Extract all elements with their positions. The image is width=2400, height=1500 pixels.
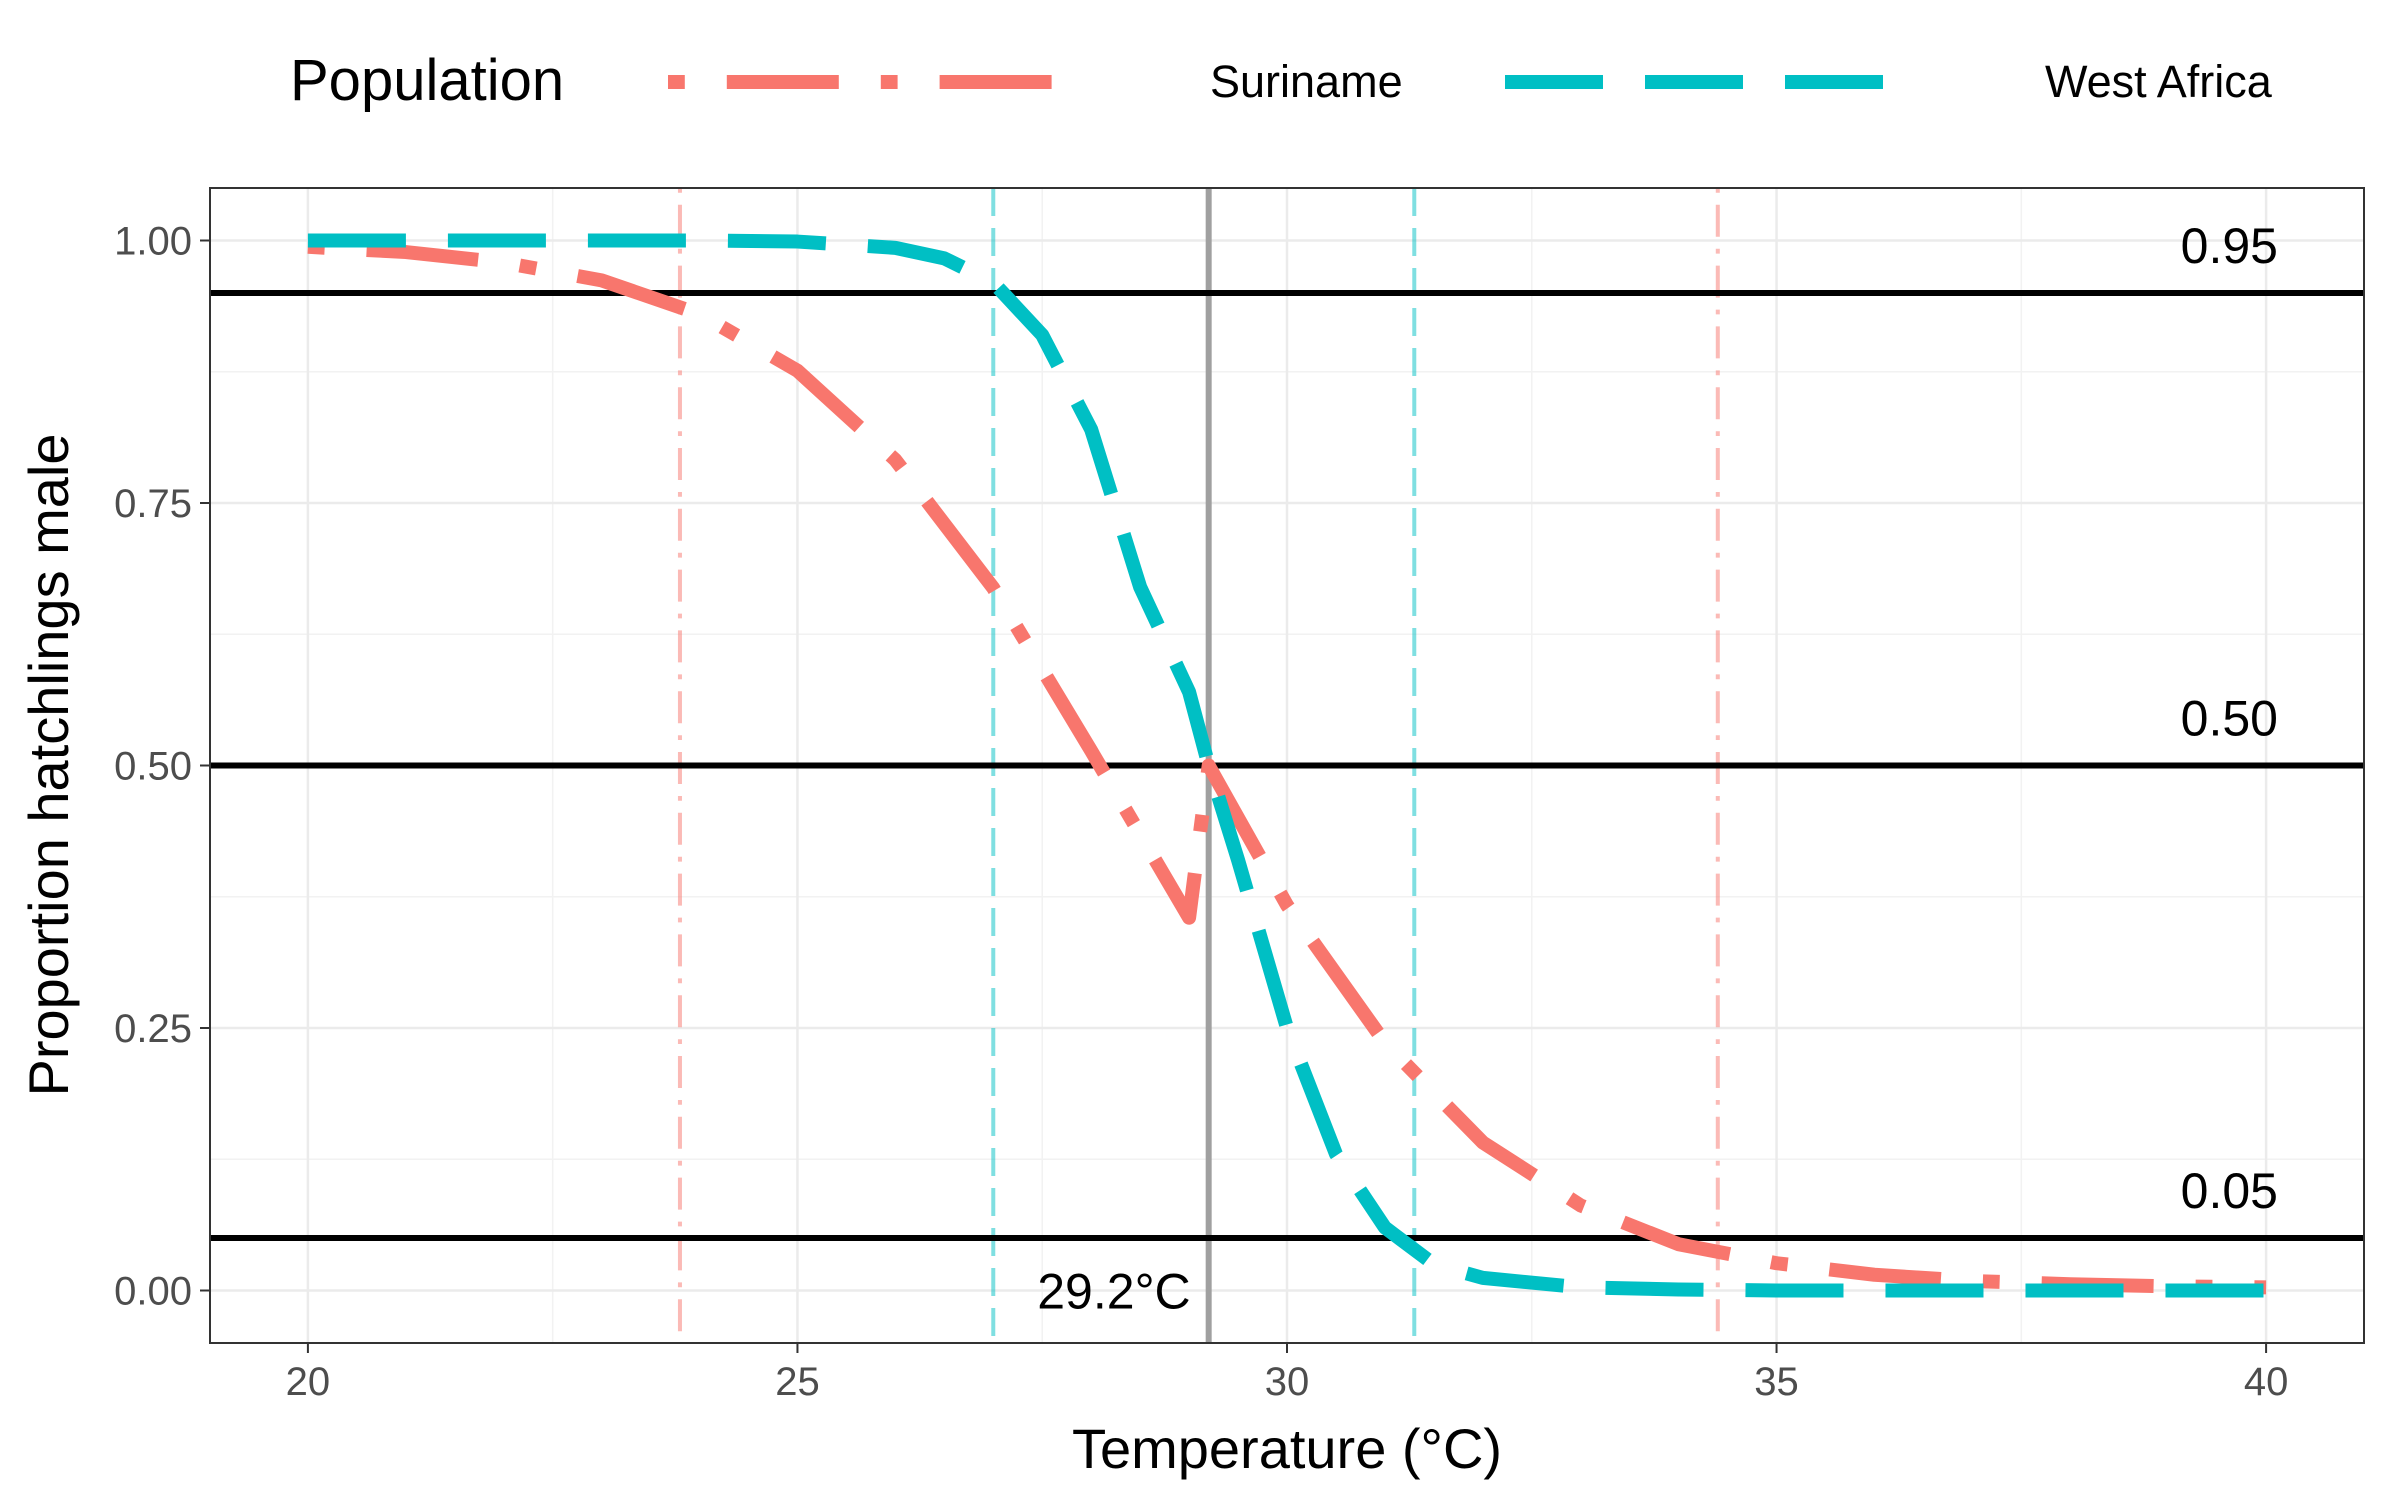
series-lines <box>307 233 2267 1298</box>
y-tick-label: 0.00 <box>114 1270 192 1314</box>
legend-title: Population <box>290 48 564 113</box>
x-axis-title: Temperature (°C) <box>1072 1417 1502 1480</box>
series-line <box>307 233 2267 1298</box>
y-tick-label: 0.50 <box>114 745 192 789</box>
legend: Population Suriname West Africa <box>290 48 2273 113</box>
x-tick-label: 25 <box>775 1360 820 1404</box>
threshold-label: 0.05 <box>2181 1163 2278 1219</box>
x-tick-label: 40 <box>2244 1360 2289 1404</box>
pivotal-temperature-label: 29.2°C <box>1037 1264 1190 1320</box>
threshold-label: 0.50 <box>2181 691 2278 747</box>
x-tick-label: 35 <box>1754 1360 1799 1404</box>
y-axis-title: Proportion hatchlings male <box>17 433 80 1096</box>
legend-label: Suriname <box>1210 56 1403 107</box>
threshold-lines <box>210 290 2364 1241</box>
x-tick-label: 20 <box>286 1360 331 1404</box>
x-axis: 20 25 30 35 40 <box>286 1343 2289 1404</box>
x-tick-label: 30 <box>1265 1360 1310 1404</box>
annotations: 0.95 0.50 0.05 29.2°C <box>1037 218 2278 1320</box>
legend-label: West Africa <box>2045 56 2273 107</box>
series-line <box>307 239 2267 1295</box>
y-tick-label: 0.25 <box>114 1007 192 1051</box>
y-tick-label: 1.00 <box>114 220 192 264</box>
y-axis: 0.00 0.25 0.50 0.75 1.00 <box>114 220 210 1314</box>
y-tick-label: 0.75 <box>114 482 192 526</box>
threshold-label: 0.95 <box>2181 218 2278 274</box>
